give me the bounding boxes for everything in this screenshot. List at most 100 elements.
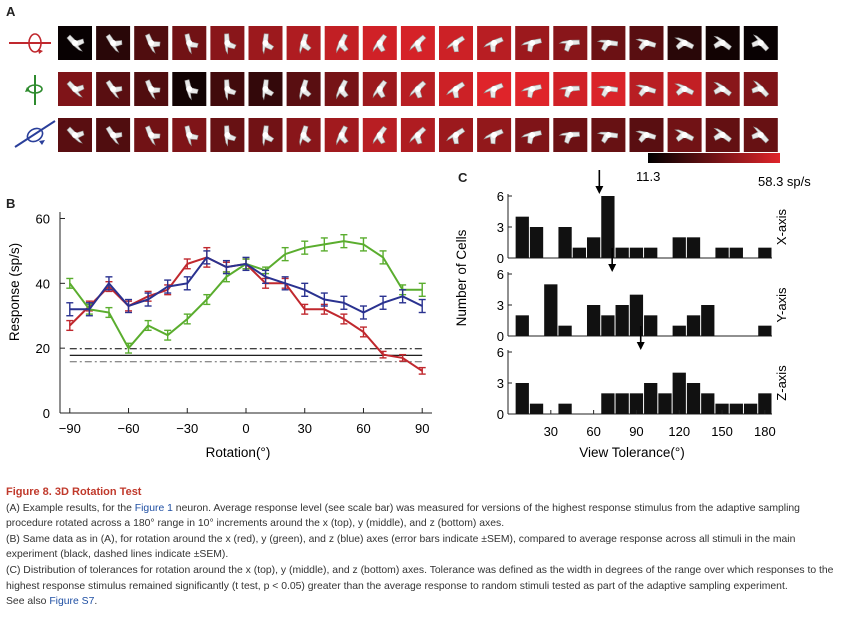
stimulus-shape xyxy=(224,125,237,147)
stimulus-shape xyxy=(336,125,349,146)
stimulus-shape xyxy=(751,126,770,144)
error-bar xyxy=(183,258,191,270)
caption-see-also: See also Figure S7. xyxy=(6,596,98,608)
histogram-bar xyxy=(686,383,701,414)
stimulus-tile xyxy=(591,72,626,106)
stimulus-shape xyxy=(596,85,619,98)
stimulus-tile xyxy=(400,26,435,60)
b-x-tick-label: 90 xyxy=(415,421,429,436)
c-y-tick-label: 6 xyxy=(497,345,504,360)
stimulus-tile xyxy=(400,118,435,152)
error-bar xyxy=(125,298,133,314)
error-bar xyxy=(281,276,289,291)
stimulus-tile xyxy=(210,118,245,152)
stimulus-shape xyxy=(558,131,580,145)
b-x-tick-label: −90 xyxy=(59,421,81,436)
error-bar xyxy=(203,250,211,265)
stimulus-shape xyxy=(299,125,312,147)
stimulus-tile xyxy=(705,72,740,106)
histogram-bar xyxy=(586,237,601,258)
figure-caption: Figure 8. 3D Rotation Test (A) Example r… xyxy=(6,485,846,610)
error-bar xyxy=(418,282,426,297)
error-bar xyxy=(340,295,348,310)
histogram-bar xyxy=(529,403,544,414)
stimulus-shape xyxy=(66,34,85,52)
panel-label-c: C xyxy=(458,170,468,185)
stimulus-shape xyxy=(372,79,388,99)
stimulus-tile xyxy=(324,118,359,152)
x-rotation-icon xyxy=(9,33,51,54)
stimulus-tile xyxy=(210,26,245,60)
stimulus-tile xyxy=(324,72,359,106)
stimulus-shape xyxy=(105,33,123,53)
stimulus-tile xyxy=(477,72,512,106)
caption-c: (C) Distribution of tolerances for rotat… xyxy=(6,564,834,592)
b-y-tick-label: 0 xyxy=(43,406,50,421)
histogram-bar xyxy=(701,393,715,414)
figure-1-link[interactable]: Figure 1 xyxy=(134,502,173,514)
panel-b-line-chart: 0 20 40 60 −90 −60 −30 0 30 60 90 Rotation(°) Resp… xyxy=(7,211,432,460)
stimulus-tile xyxy=(629,118,664,152)
stimulus-tile xyxy=(439,26,473,60)
histogram-bar xyxy=(515,383,529,414)
colorbar-min-label: 11.3 xyxy=(636,169,660,184)
stimulus-shape xyxy=(262,79,275,101)
series-1 xyxy=(66,233,426,354)
c-y-tick-label: 3 xyxy=(497,220,504,235)
error-bar xyxy=(222,259,230,275)
stimulus-tile xyxy=(629,26,664,60)
error-bar xyxy=(85,302,93,317)
stimulus-tile xyxy=(515,72,550,106)
stimulus-shape xyxy=(558,85,580,99)
error-bar xyxy=(418,298,426,314)
stimulus-shape xyxy=(713,35,732,51)
error-bar xyxy=(379,250,387,265)
histogram-bar xyxy=(644,247,658,258)
stimulus-shape xyxy=(520,84,542,99)
histogram-z-axis: 0 3 6 Z-axis 30 60 90 120 150 180 xyxy=(497,326,789,439)
stimulus-tile xyxy=(134,118,169,152)
y-rotation-icon xyxy=(25,75,43,105)
stimulus-shape xyxy=(446,127,466,145)
b-x-axis-label: Rotation(°) xyxy=(206,445,271,460)
stimulus-tile xyxy=(667,118,702,152)
median-arrow xyxy=(636,326,645,350)
error-bar xyxy=(359,237,367,252)
c-y-tick-label: 0 xyxy=(497,329,504,344)
stimulus-tile xyxy=(286,118,321,152)
stimulus-shape xyxy=(483,36,504,53)
stimulus-shape xyxy=(409,80,427,99)
stimulus-tile xyxy=(591,26,626,60)
error-bar xyxy=(399,353,407,362)
stimulus-shape xyxy=(299,79,312,101)
c-x-tick-label: 150 xyxy=(711,424,733,439)
stimulus-shape xyxy=(145,33,161,54)
stimulus-tile xyxy=(553,26,588,60)
stimulus-tile xyxy=(286,26,321,60)
histogram-bar xyxy=(615,247,629,258)
histogram-bar xyxy=(601,196,615,258)
stimulus-shape xyxy=(635,84,657,97)
stimulus-tile xyxy=(743,72,778,106)
stimulus-shape xyxy=(596,131,619,144)
panel-label-a: A xyxy=(6,4,16,19)
histogram-bar xyxy=(601,315,615,336)
caption-title: Figure 8. 3D Rotation Test xyxy=(6,486,142,498)
stimulus-shape xyxy=(145,125,161,146)
figure-s7-link[interactable]: Figure S7 xyxy=(49,596,95,608)
stimulus-shape xyxy=(299,33,312,55)
panel-c-histograms: 0 3 6 X-axis 0 3 6 Y-axis 0 3 6 Z-axis 30 60 90 120 150 1… xyxy=(454,170,789,460)
c-x-tick-label: 90 xyxy=(629,424,643,439)
stimulus-tile xyxy=(96,118,131,152)
histogram-bar xyxy=(686,237,701,258)
stimulus-tile xyxy=(477,26,512,60)
stimulus-shape xyxy=(145,79,161,100)
error-bar xyxy=(379,295,387,310)
stimulus-shape xyxy=(713,127,732,143)
stimulus-tile xyxy=(705,26,740,60)
series-line xyxy=(69,256,423,372)
c-y-tick-label: 6 xyxy=(497,189,504,204)
stimulus-tile xyxy=(477,118,512,152)
stimulus-shape xyxy=(409,34,427,53)
stimulus-shape xyxy=(446,81,466,99)
